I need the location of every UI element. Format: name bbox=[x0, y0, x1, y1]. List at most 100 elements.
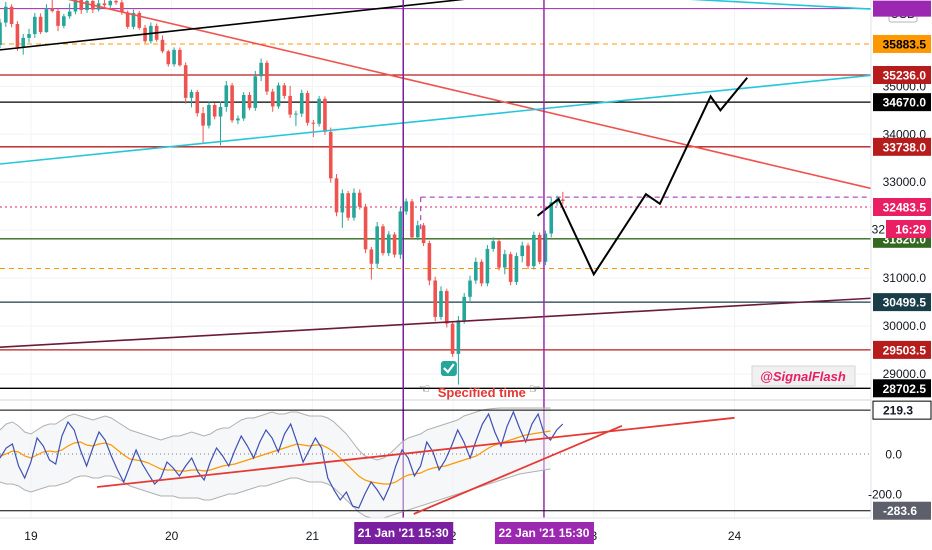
candle-body[interactable] bbox=[183, 65, 188, 98]
candle-body[interactable] bbox=[15, 23, 20, 47]
candle-body[interactable] bbox=[450, 323, 455, 354]
price-level-tag[interactable] bbox=[873, 379, 931, 398]
candle-body[interactable] bbox=[56, 11, 60, 26]
price-level-tag-label[interactable]: 32483.5 bbox=[883, 200, 927, 214]
candle-body[interactable] bbox=[299, 93, 304, 114]
candle-body[interactable] bbox=[207, 105, 211, 126]
red-down-trendline[interactable] bbox=[0, 0, 872, 190]
candle-body[interactable] bbox=[212, 105, 217, 117]
candle-body[interactable] bbox=[189, 92, 194, 98]
indicator-red-upper-trendline[interactable] bbox=[96, 416, 735, 488]
candle-body[interactable] bbox=[79, 0, 84, 11]
candle-body[interactable] bbox=[404, 201, 408, 212]
candle-body[interactable] bbox=[288, 95, 292, 115]
candle-body[interactable] bbox=[386, 234, 391, 254]
candle-body[interactable] bbox=[323, 98, 327, 132]
price-level-tag-label[interactable]: 33738.0 bbox=[883, 140, 927, 154]
candle-body[interactable] bbox=[456, 320, 461, 354]
indicator-tag-label[interactable]: -200.0 bbox=[868, 488, 902, 502]
indicator-tag-label[interactable]: 0.0 bbox=[885, 448, 902, 462]
candle-body[interactable] bbox=[334, 178, 339, 213]
candle-body[interactable] bbox=[549, 202, 554, 234]
candle-body[interactable] bbox=[503, 254, 507, 268]
candle-body[interactable] bbox=[224, 85, 229, 107]
time-marker-label[interactable]: 21 Jan '21 15:30 bbox=[358, 526, 449, 540]
indicator-main-line[interactable] bbox=[0, 410, 564, 509]
candle-body[interactable] bbox=[508, 254, 513, 282]
price-level-tag-label[interactable]: 35236.0 bbox=[883, 68, 927, 82]
candle-body[interactable] bbox=[114, 0, 118, 3]
cyan-up-trendline[interactable] bbox=[0, 74, 872, 165]
top-level-tag[interactable] bbox=[873, 0, 931, 17]
candle-body[interactable] bbox=[369, 249, 374, 264]
candle-body[interactable] bbox=[514, 256, 519, 282]
candle-body[interactable] bbox=[33, 16, 37, 35]
candle-body[interactable] bbox=[85, 0, 89, 11]
price-level-tag-label[interactable]: 28702.5 bbox=[883, 382, 927, 396]
candle-body[interactable] bbox=[311, 122, 316, 124]
candle-body[interactable] bbox=[474, 261, 478, 281]
maroon-up-trendline[interactable] bbox=[0, 297, 872, 348]
price-level-tag-label[interactable]: 34670.0 bbox=[883, 96, 927, 110]
candle-body[interactable] bbox=[444, 291, 449, 324]
candle-body[interactable] bbox=[427, 243, 432, 281]
candle-body[interactable] bbox=[247, 94, 252, 108]
candle-body[interactable] bbox=[218, 106, 223, 117]
candle-body[interactable] bbox=[468, 280, 472, 297]
candle-body[interactable] bbox=[328, 131, 333, 179]
price-level-tag-label[interactable]: 30499.5 bbox=[883, 296, 927, 310]
indicator-tag-label[interactable]: -283.6 bbox=[883, 504, 917, 518]
candle-body[interactable] bbox=[160, 39, 165, 52]
price-level-tag-label[interactable]: 35883.5 bbox=[883, 37, 927, 51]
candle-body[interactable] bbox=[44, 8, 49, 33]
candle-body[interactable] bbox=[294, 113, 298, 115]
candle-body[interactable] bbox=[131, 12, 136, 27]
candle-body[interactable] bbox=[491, 241, 496, 249]
price-level-tag[interactable] bbox=[873, 137, 931, 156]
candle-body[interactable] bbox=[415, 225, 420, 238]
candle-body[interactable] bbox=[137, 12, 142, 28]
candle-body[interactable] bbox=[265, 62, 269, 92]
candle-body[interactable] bbox=[479, 261, 484, 284]
candle-body[interactable] bbox=[4, 6, 8, 23]
candle-body[interactable] bbox=[375, 226, 379, 264]
price-level-tag[interactable] bbox=[873, 34, 931, 53]
indicator-tag-label[interactable]: 219.3 bbox=[883, 404, 913, 418]
candle-body[interactable] bbox=[532, 234, 536, 267]
candle-body[interactable] bbox=[241, 94, 246, 119]
candle-body[interactable] bbox=[62, 16, 66, 26]
candle-body[interactable] bbox=[230, 85, 234, 121]
candle-body[interactable] bbox=[178, 49, 182, 66]
candle-body[interactable] bbox=[352, 192, 356, 218]
candle-body[interactable] bbox=[526, 245, 530, 267]
candle-body[interactable] bbox=[253, 76, 258, 108]
candle-body[interactable] bbox=[282, 85, 287, 96]
candle-body[interactable] bbox=[421, 225, 426, 244]
candle-body[interactable] bbox=[357, 192, 362, 207]
candle-body[interactable] bbox=[166, 51, 171, 65]
price-level-tag[interactable] bbox=[873, 65, 931, 84]
candle-body[interactable] bbox=[125, 12, 130, 27]
candle-body[interactable] bbox=[50, 8, 55, 12]
candle-body[interactable] bbox=[543, 233, 548, 262]
candle-body[interactable] bbox=[537, 234, 542, 262]
candle-body[interactable] bbox=[9, 6, 14, 24]
candle-body[interactable] bbox=[439, 291, 443, 317]
indicator-tag[interactable] bbox=[873, 501, 931, 520]
cyan-top-trendline[interactable] bbox=[573, 0, 872, 10]
indicator-red-lower-trendline[interactable] bbox=[413, 424, 623, 515]
candle-body[interactable] bbox=[497, 241, 501, 268]
time-marker-tag[interactable] bbox=[354, 522, 454, 544]
indicator-signal-line[interactable] bbox=[0, 430, 551, 485]
candle-body[interactable] bbox=[398, 211, 403, 255]
black-top-trendline[interactable] bbox=[0, 0, 523, 51]
time-marker-label[interactable]: 22 Jan '21 15:30 bbox=[498, 526, 589, 540]
projection-path[interactable] bbox=[536, 77, 748, 277]
candle-body[interactable] bbox=[236, 118, 240, 121]
price-level-tag-label[interactable]: 29503.5 bbox=[883, 343, 927, 357]
candle-body[interactable] bbox=[120, 2, 124, 13]
candle-body[interactable] bbox=[381, 226, 385, 254]
candle-body[interactable] bbox=[0, 22, 2, 46]
candles-layer[interactable] bbox=[0, 0, 565, 385]
candle-body[interactable] bbox=[172, 49, 176, 65]
